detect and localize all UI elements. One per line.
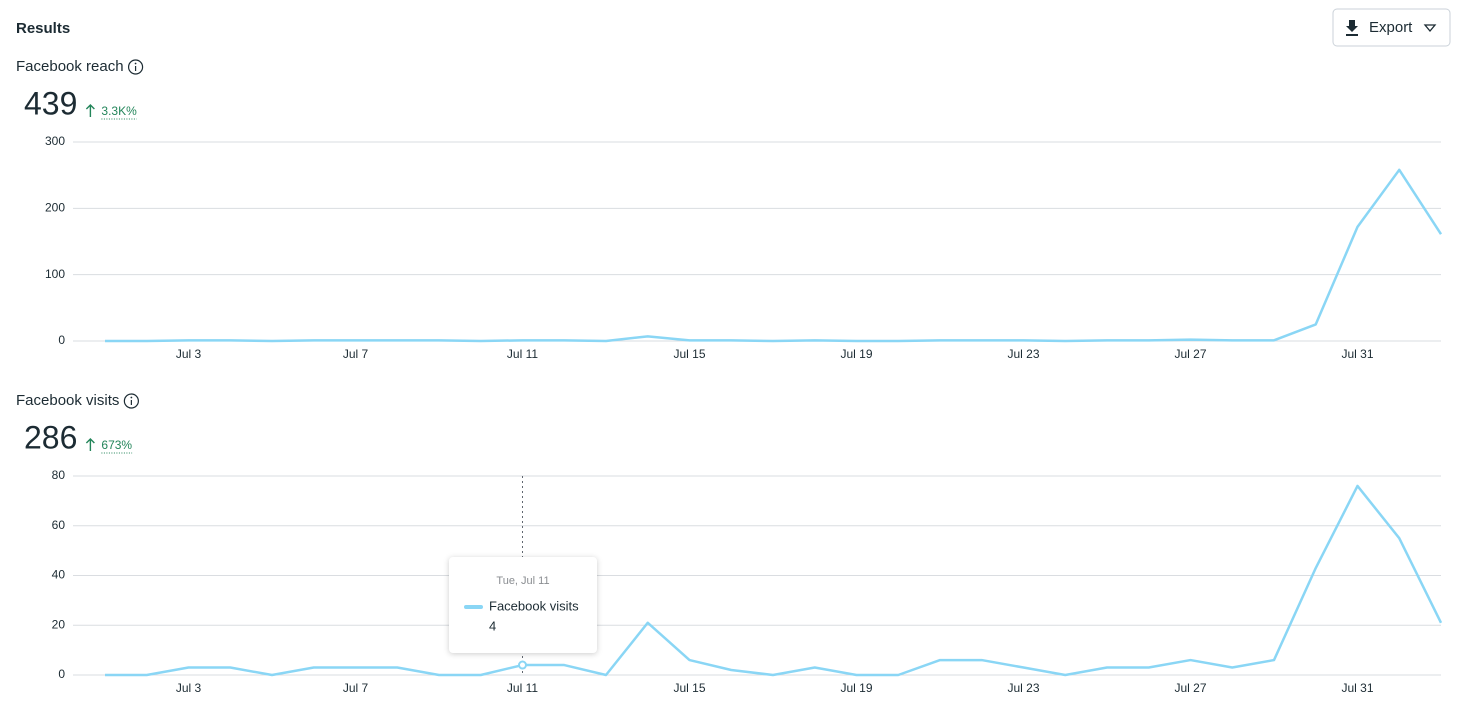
chart-title: Facebook visits: [16, 392, 119, 409]
tooltip-date: Tue, Jul 11: [496, 575, 549, 587]
x-tick-label: Jul 7: [343, 681, 369, 695]
metric-change: 673%: [101, 438, 132, 452]
chart-title: Facebook reach: [16, 58, 124, 75]
tooltip: Tue, Jul 11 Facebook visits 4: [449, 557, 597, 653]
y-tick-label: 0: [58, 667, 65, 681]
x-tick-label: Jul 7: [343, 347, 369, 361]
x-tick-label: Jul 27: [1174, 347, 1206, 361]
x-tick-label: Jul 19: [840, 347, 872, 361]
metric-change: 3.3K%: [101, 104, 137, 118]
data-line: [105, 168, 1443, 343]
dropdown-caret[interactable]: [1423, 24, 1437, 33]
x-tick-label: Jul 23: [1007, 347, 1039, 361]
y-tick-label: 20: [52, 617, 66, 631]
trend-arrow: [85, 438, 95, 451]
tooltip-frame: [449, 557, 597, 653]
tooltip-value: 4: [489, 618, 496, 633]
y-tick-label: 40: [52, 568, 66, 582]
trend-arrow: [85, 104, 95, 117]
x-tick-label: Jul 31: [1341, 347, 1373, 361]
x-tick-label: Jul 3: [176, 681, 202, 695]
y-tick-label: 300: [45, 134, 65, 148]
metric-total: 286: [24, 419, 77, 455]
y-tick-label: 60: [52, 518, 66, 532]
y-tick-label: 100: [45, 267, 65, 281]
export-button[interactable]: Export: [1332, 8, 1451, 47]
info-icon-dot: [134, 62, 137, 65]
y-tick-label: 80: [52, 468, 66, 482]
export-label[interactable]: Export: [1369, 19, 1413, 36]
metric-total: 439: [24, 85, 77, 121]
download-icon[interactable]: [1346, 20, 1358, 36]
x-tick-label: Jul 19: [840, 681, 872, 695]
section-title: Results: [16, 20, 70, 37]
tooltip-series: Facebook visits: [489, 598, 579, 613]
x-tick-label: Jul 31: [1341, 681, 1373, 695]
x-tick-label: Jul 3: [176, 347, 202, 361]
x-tick-label: Jul 15: [673, 681, 705, 695]
info-icon-dot: [130, 396, 133, 399]
x-tick-label: Jul 27: [1174, 681, 1206, 695]
x-tick-label: Jul 15: [673, 347, 705, 361]
x-tick-label: Jul 23: [1007, 681, 1039, 695]
x-tick-label: Jul 11: [507, 681, 538, 695]
x-tick-label: Jul 11: [507, 347, 538, 361]
data-line: [105, 484, 1443, 677]
info-icon: [123, 393, 139, 409]
hover-point: [518, 660, 527, 670]
info-icon: [127, 59, 144, 75]
export-button-frame[interactable]: [1332, 8, 1451, 47]
y-tick-label: 200: [45, 201, 65, 215]
y-tick-label: 0: [58, 333, 65, 347]
